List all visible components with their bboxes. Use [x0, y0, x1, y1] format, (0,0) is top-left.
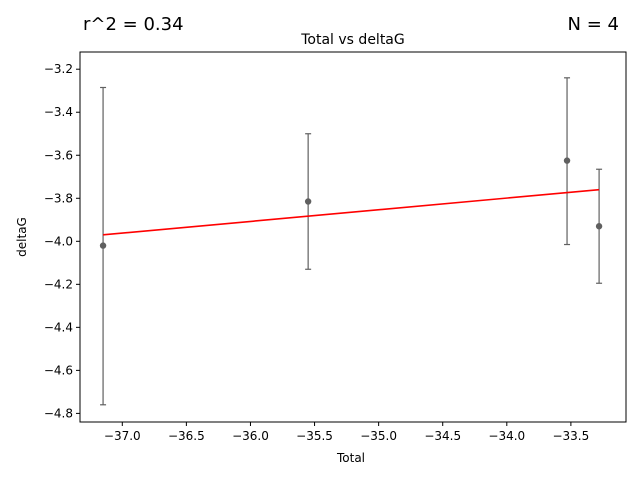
- y-tick-label: −3.4: [44, 105, 73, 119]
- chart-title: Total vs deltaG: [300, 32, 404, 48]
- data-point: [304, 198, 312, 205]
- x-tick-label: −33.5: [552, 429, 589, 443]
- y-tick-label: −3.6: [44, 148, 73, 162]
- y-axis-ticks: −4.8 −4.6 −4.4 −4.2 −4.0 −3.8 −3.6 −3.4 −3.2: [44, 62, 80, 420]
- data-point: [563, 157, 571, 164]
- y-tick-label: −3.8: [44, 191, 73, 205]
- x-tick-label: −36.5: [168, 429, 205, 443]
- y-tick-label: −4.2: [44, 277, 73, 291]
- plot-frame: [79, 51, 627, 423]
- y-tick-label: −4.6: [44, 363, 73, 377]
- n-count-annotation: N = 4: [568, 14, 619, 35]
- regression-line: [102, 188, 600, 236]
- x-axis-label: Total: [336, 451, 365, 465]
- x-tick-label: −34.5: [424, 429, 461, 443]
- y-axis-label: deltaG: [15, 217, 29, 257]
- plot-layer: [99, 77, 603, 406]
- x-tick-label: −35.5: [296, 429, 333, 443]
- x-tick-label: −37.0: [104, 429, 141, 443]
- y-tick-label: −4.4: [44, 320, 73, 334]
- y-tick-label: −4.0: [44, 234, 73, 248]
- x-axis-ticks: −37.0 −36.5 −36.0 −35.5 −35.0 −34.5 −34.0 −33.5: [104, 422, 589, 443]
- y-tick-label: −3.2: [44, 62, 73, 76]
- data-point: [99, 242, 107, 249]
- x-tick-label: −34.0: [488, 429, 525, 443]
- y-tick-label: −4.8: [44, 406, 73, 420]
- x-tick-label: −35.0: [360, 429, 397, 443]
- x-tick-label: −36.0: [232, 429, 269, 443]
- r-squared-annotation: r^2 = 0.34: [83, 14, 184, 35]
- data-point: [595, 223, 603, 230]
